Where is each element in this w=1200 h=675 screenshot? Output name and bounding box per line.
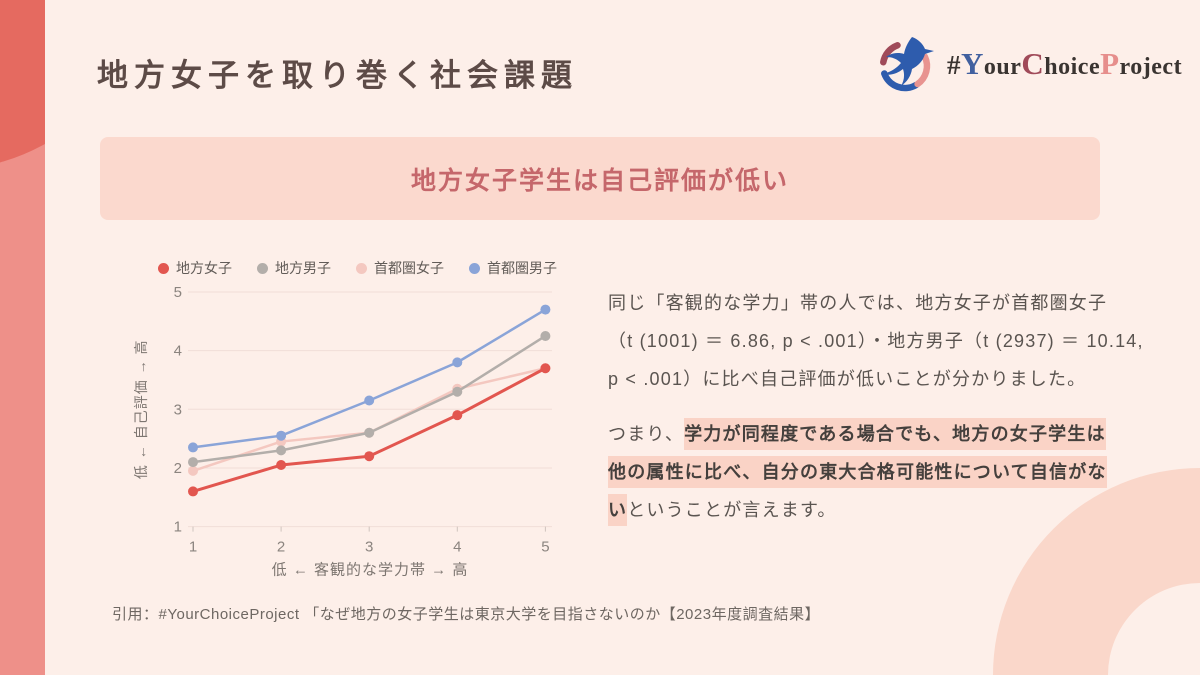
svg-text:1: 1 [189, 539, 197, 556]
analysis-line: p < .001）に比べ自己評価が低いことが分かりました。 [608, 369, 1087, 389]
analysis-paragraph-2: つまり、学力が同程度である場合でも、地方の女子学生は 他の属性に比べ、自分の東大… [608, 415, 1153, 529]
logo-hash: # [947, 50, 961, 80]
legend-label: 首都圏男子 [487, 260, 557, 276]
chart-legend: 地方女子 地方男子 首都圏女子 首都圏男子 [158, 258, 557, 278]
key-message-text: 地方女子学生は自己評価が低い [410, 166, 789, 195]
analysis-line: いということが言えます。 [608, 491, 1153, 529]
logo-text: #YourChoiceProject [947, 46, 1182, 82]
analysis-line: 他の属性に比べ、自分の東大合格可能性について自信がな [608, 453, 1153, 491]
svg-text:4: 4 [453, 539, 461, 556]
svg-text:3: 3 [174, 401, 182, 418]
analysis-paragraph-1: 同じ「客観的な学力」帯の人では、地方女子が首都圏女子 （t (1001) ＝ 6… [608, 284, 1153, 398]
svg-text:2: 2 [277, 539, 285, 556]
analysis-line: つまり、学力が同程度である場合でも、地方の女子学生は [608, 415, 1153, 453]
corner-ring-decoration [993, 468, 1200, 675]
legend-item-regional-girls: 地方女子 [158, 258, 232, 278]
logo-hoice: hoice [1044, 54, 1101, 80]
highlighted-text: い [608, 494, 628, 526]
svg-text:1: 1 [174, 519, 182, 536]
citation: 引用：#YourChoiceProject 「なぜ地方の女子学生は東京大学を目指… [112, 606, 821, 623]
analysis-text: 同じ「客観的な学力」帯の人では、地方女子が首都圏女子 （t (1001) ＝ 6… [608, 284, 1153, 529]
left-blob-shape [0, 0, 45, 163]
svg-text:低 ← 客観的な学力帯 → 高: 低 ← 客観的な学力帯 → 高 [272, 562, 469, 579]
svg-text:3: 3 [365, 539, 373, 556]
plain-text: つまり、 [608, 424, 685, 444]
legend-item-regional-boys: 地方男子 [257, 258, 331, 278]
legend-dot-icon [469, 262, 480, 274]
legend-dot-icon [257, 262, 268, 274]
left-decoration-band [0, 0, 45, 675]
plain-text: ということが言えます。 [627, 500, 837, 520]
yourchoice-logo: #YourChoiceProject [874, 34, 1182, 94]
highlighted-text: 学力が同程度である場合でも、地方の女子学生は [684, 418, 1106, 450]
highlighted-text: 他の属性に比べ、自分の東大合格可能性について自信がな [608, 456, 1107, 488]
svg-text:2: 2 [174, 460, 182, 477]
legend-label: 地方男子 [275, 260, 331, 276]
svg-text:低 ← 自己評価 → 高: 低 ← 自己評価 → 高 [133, 340, 149, 480]
logo-letter-y: Y [961, 46, 984, 81]
svg-text:5: 5 [174, 284, 182, 301]
bird-logo-icon [880, 37, 934, 92]
self-esteem-line-chart: 1 2 3 4 5 1 2 3 4 5 低 ← 客観的な学力帯 → 高 低 ← 自己評価 → 高 [133, 284, 552, 579]
legend-label: 首都圏女子 [374, 260, 444, 276]
svg-text:4: 4 [174, 343, 182, 360]
legend-label: 地方女子 [176, 260, 232, 276]
analysis-line: （t (1001) ＝ 6.86, p < .001）・地方男子（t (2937… [608, 331, 1144, 351]
legend-item-metro-girls: 首都圏女子 [356, 258, 444, 278]
logo-roject: roject [1119, 54, 1183, 80]
logo-letter-c: C [1021, 46, 1045, 81]
svg-text:5: 5 [541, 539, 549, 556]
logo-our: our [983, 54, 1022, 80]
logo-letter-p: P [1100, 46, 1120, 81]
legend-dot-icon [158, 262, 169, 274]
analysis-line: 同じ「客観的な学力」帯の人では、地方女子が首都圏女子 [608, 293, 1108, 313]
legend-dot-icon [356, 262, 367, 274]
legend-item-metro-boys: 首都圏男子 [469, 258, 557, 278]
page-title: 地方女子を取り巻く社会課題 [97, 58, 578, 93]
key-message-banner: 地方女子学生は自己評価が低い [100, 137, 1100, 220]
